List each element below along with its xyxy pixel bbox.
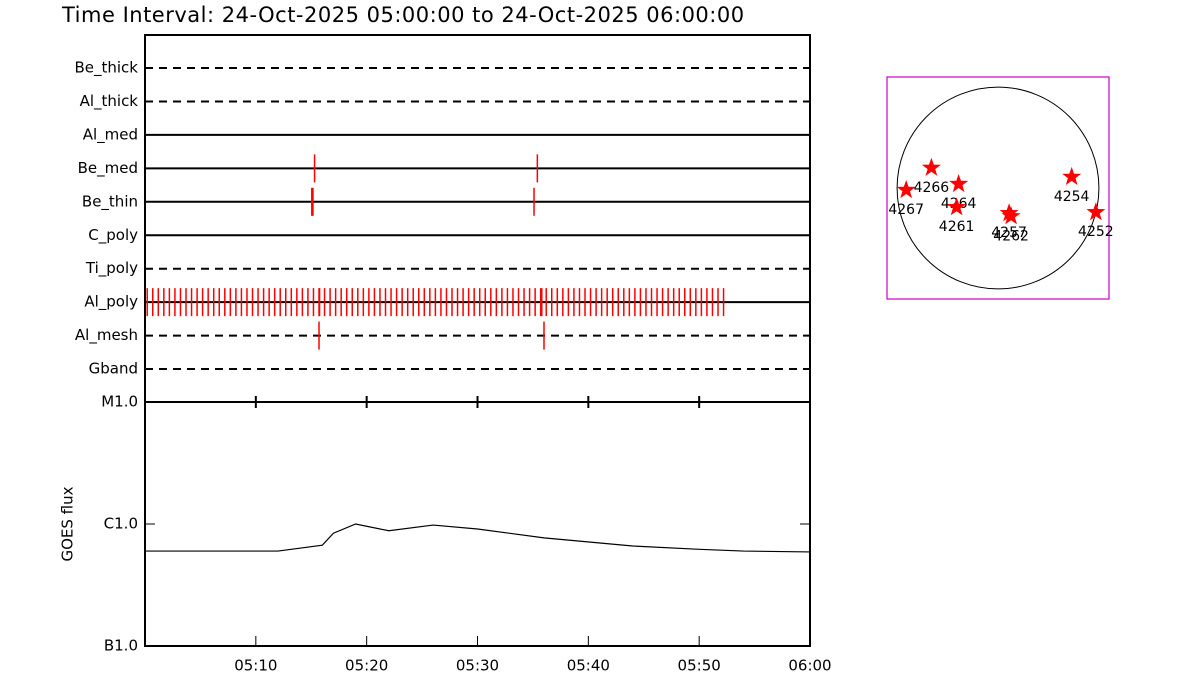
x-tick-label: 06:00 bbox=[788, 657, 831, 675]
region-label: 4254 bbox=[1054, 189, 1090, 205]
region-label: 4252 bbox=[1078, 224, 1114, 240]
chart-title: Time Interval: 24-Oct-2025 05:00:00 to 2… bbox=[61, 3, 745, 27]
map-frame bbox=[886, 76, 1110, 300]
y-axis-label: GOES flux bbox=[59, 486, 77, 561]
region-star bbox=[947, 197, 967, 216]
region-star bbox=[896, 180, 916, 199]
filter-label: Gband bbox=[89, 360, 138, 378]
x-tick-label: 05:50 bbox=[678, 657, 721, 675]
region-label: 4266 bbox=[914, 180, 950, 196]
filter-label: Al_mesh bbox=[75, 326, 138, 345]
y-tick-label: C1.0 bbox=[104, 515, 138, 533]
timeline-frame bbox=[144, 34, 811, 403]
x-tick-label: 05:10 bbox=[234, 657, 277, 675]
goes-line bbox=[145, 523, 811, 553]
region-star bbox=[1062, 166, 1082, 185]
filter-label: C_poly bbox=[88, 226, 138, 245]
y-tick-label: M1.0 bbox=[101, 393, 138, 411]
filter-label: Be_thin bbox=[82, 192, 138, 211]
region-label: 4257 bbox=[991, 225, 1027, 241]
filter-label: Al_poly bbox=[84, 293, 138, 312]
region-label: 4262 bbox=[993, 228, 1029, 244]
x-tick-label: 05:30 bbox=[456, 657, 499, 675]
x-tick-label: 05:40 bbox=[567, 657, 610, 675]
region-star bbox=[921, 157, 941, 176]
x-tick-label: 05:20 bbox=[345, 657, 388, 675]
region-star bbox=[1001, 206, 1021, 225]
filter-label: Al_med bbox=[83, 125, 138, 144]
region-star bbox=[1086, 202, 1106, 221]
filter-label: Al_thick bbox=[80, 92, 139, 111]
goes-frame bbox=[144, 401, 811, 647]
filter-label: Be_med bbox=[78, 159, 138, 178]
filter-label: Be_thick bbox=[74, 59, 138, 78]
filter-label: Ti_poly bbox=[85, 259, 138, 278]
solar-disk bbox=[896, 86, 1100, 290]
region-label: 4267 bbox=[888, 202, 924, 218]
region-star bbox=[949, 174, 969, 193]
region-label: 4261 bbox=[939, 219, 975, 235]
y-tick-label: B1.0 bbox=[104, 637, 138, 655]
